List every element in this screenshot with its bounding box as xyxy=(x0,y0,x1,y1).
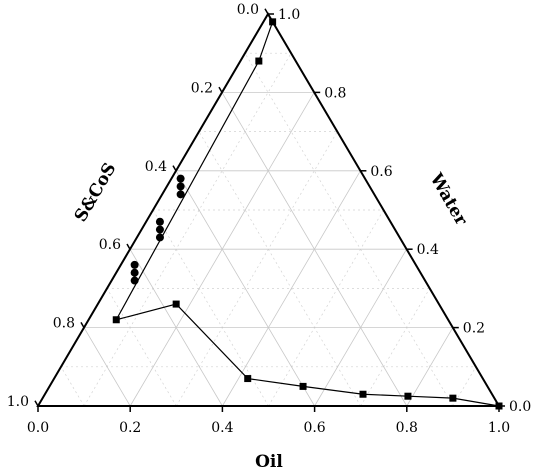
major-grid-line-oil xyxy=(222,170,361,407)
water-tick-label: 0.6 xyxy=(370,164,392,180)
minor-grid-line-oil xyxy=(175,131,338,407)
scos-axis-tick xyxy=(218,86,223,93)
scos-tick-label: 0.6 xyxy=(99,237,121,253)
major-grid-line-oil xyxy=(406,327,454,407)
square-data-point xyxy=(244,375,252,383)
data-series xyxy=(112,18,503,410)
minor-grid-line-scos xyxy=(198,131,362,407)
circle-data-point xyxy=(176,190,185,199)
water-tick-label: 0.4 xyxy=(417,242,439,258)
circle-data-point xyxy=(130,276,139,285)
square-data-point xyxy=(359,390,367,398)
scos-axis-tick xyxy=(172,165,177,172)
major-grid-line-scos xyxy=(83,327,131,407)
major-grid-line-oil xyxy=(314,248,407,407)
oil-tick-label: 0.8 xyxy=(396,420,418,436)
square-data-point xyxy=(269,18,277,26)
scos-axis-title: S&CoS xyxy=(71,159,121,225)
scos-axis-tick xyxy=(264,8,269,15)
circle-data-point xyxy=(176,174,185,183)
minor-grid-line-scos xyxy=(106,288,177,407)
square-data-point xyxy=(172,300,180,308)
major-grid-line-scos xyxy=(129,248,223,407)
scos-tick-label: 0.8 xyxy=(53,316,75,332)
square-data-point xyxy=(255,57,263,65)
circle-data-point xyxy=(130,260,139,269)
scos-axis-tick xyxy=(80,322,85,328)
water-tick-label: 0.8 xyxy=(324,85,346,101)
oil-tick-label: 1.0 xyxy=(488,420,510,436)
circle-data-point xyxy=(155,233,164,242)
square-data-point xyxy=(299,382,307,390)
scos-tick-label: 0.4 xyxy=(145,159,167,175)
minor-grid-line-oil xyxy=(360,288,431,407)
square-data-point xyxy=(449,394,457,402)
oil-tick-label: 0.6 xyxy=(303,420,325,436)
circle-data-point xyxy=(155,217,164,226)
circle-data-point xyxy=(130,268,139,277)
oil-axis-title: Oil xyxy=(255,452,283,472)
square-data-point xyxy=(112,316,120,324)
minor-grid-line-scos xyxy=(244,53,454,407)
scos-tick-label: 0.2 xyxy=(191,80,213,96)
major-grid-line-scos xyxy=(175,170,315,407)
oil-tick-label: 0.2 xyxy=(119,420,141,436)
water-tick-label: 0.2 xyxy=(463,321,485,337)
square-data-point xyxy=(404,392,412,400)
circle-data-point xyxy=(155,225,164,234)
oil-tick-label: 0.0 xyxy=(27,420,49,436)
scos-tick-label: 1.0 xyxy=(7,394,29,410)
minor-grid-line-oil xyxy=(83,53,292,407)
triangle-frame xyxy=(36,12,501,407)
square-data-point xyxy=(495,402,503,410)
scos-axis-tick xyxy=(126,243,131,250)
grid-lines xyxy=(60,52,477,407)
oil-tick-label: 0.4 xyxy=(211,420,233,436)
water-tick-label: 0.0 xyxy=(509,399,531,415)
minor-grid-line-scos xyxy=(60,366,85,407)
minor-grid-line-oil xyxy=(268,209,384,407)
water-axis-title: Water xyxy=(425,169,471,229)
scos-tick-label: 0.0 xyxy=(237,2,259,18)
scos-axis-tick xyxy=(34,400,39,407)
series-1-line xyxy=(115,21,500,407)
water-tick-label: 1.0 xyxy=(278,7,300,23)
circle-data-point xyxy=(176,182,185,191)
axis-ticks: 0.0 0.2 0.4 0.6 0.8 1.0 0.0 0.2 0.4 0.6 0.8 1.0 0.0 0… xyxy=(7,2,532,436)
